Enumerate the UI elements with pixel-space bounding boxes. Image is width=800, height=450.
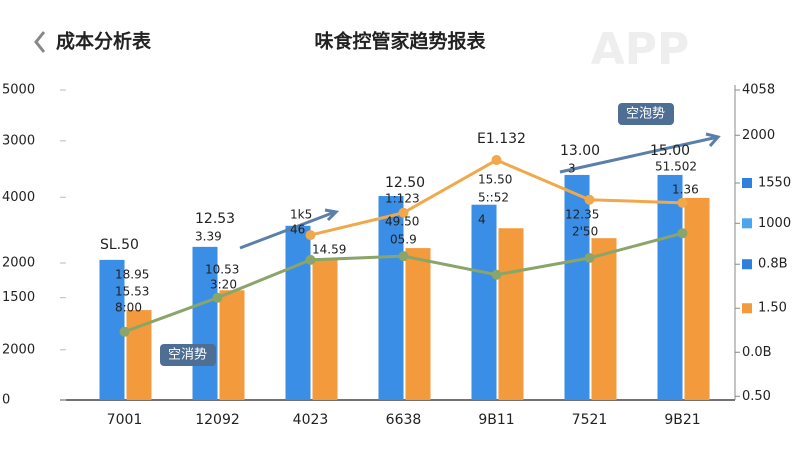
data-label: 12.53 [195,211,235,227]
arrow [559,132,721,174]
x-tick-label: 6638 [386,412,422,428]
y-tick-label: 2000 [2,255,35,270]
legend-swatch [742,303,752,314]
data-label: 15.50 [478,173,512,187]
x-tick-label: 7521 [572,412,608,428]
legend-swatch [742,259,752,270]
chart-title: 味食控管家趋势报表 [314,30,486,53]
y2-tick-label: 1000 [758,216,791,231]
y-tick-label: 2000 [2,342,35,357]
bar [192,246,218,400]
data-label: 15.53 [115,285,149,299]
back-icon[interactable] [34,31,46,53]
line [123,231,683,334]
tag [160,344,216,366]
bar [285,225,311,400]
bar [591,238,617,400]
y2-tick-label: 0.0B [742,345,772,360]
data-label: 15.00 [650,143,690,159]
data-label: 1:123 [385,192,420,206]
page-title: 成本分析表 [56,30,152,53]
data-label: 8:00 [115,301,142,315]
data-label: 12.50 [385,175,425,191]
data-label: 4 [478,213,486,227]
legend-swatch [742,178,752,188]
x-tick-label: 9B11 [478,412,514,428]
x-tick-label: 9B21 [664,412,700,428]
data-label: 5::52 [478,191,509,205]
y-tick-label: 4000 [2,190,35,205]
data-label: SL.50 [100,237,139,253]
x-tick-label: 12092 [195,412,240,428]
y2-tick-label: 1550 [758,176,791,191]
y2-tick-label: 2000 [742,128,775,143]
bar [312,258,338,400]
y-tick-label: 3000 [2,133,35,148]
watermark: APP [591,24,690,75]
y2-tick-label: 1.50 [758,301,787,316]
data-label: 46 [290,223,305,237]
data-label: 空泡势 [626,106,665,122]
bar [378,196,404,400]
x-tick-label: 4023 [293,412,329,428]
bar [471,204,497,400]
bar [657,174,683,400]
bar [405,248,431,400]
line [310,158,683,237]
tag [618,103,674,125]
data-label: 1.36 [672,183,699,197]
data-label: 3.39 [195,230,222,244]
y2-tick-label: 0.50 [742,389,771,404]
data-label: 51.502 [655,160,697,174]
bar [498,228,524,400]
data-label: 2'50 [572,225,598,239]
arrow [239,208,340,250]
data-label: 14.59 [312,243,346,257]
data-label: 49.50 [385,215,419,229]
bar [564,174,590,400]
data-label: 空消势 [168,347,207,363]
y-tick-label: 1500 [2,290,35,305]
bar [219,290,245,400]
bar [684,197,710,400]
data-label: 3 [568,162,576,176]
data-label: 3:20 [210,278,237,292]
y2-tick-label: 0.8B [758,257,788,272]
x-tick-label: 7001 [107,412,143,428]
y-tick-label: 5000 [2,83,35,98]
data-label: 1k5 [290,208,312,222]
legend-swatch [742,218,752,229]
data-label: 18.95 [115,268,149,282]
data-label: E1.132 [477,131,526,147]
data-label: 10.53 [205,263,239,277]
data-label: 05.9 [390,233,417,247]
data-label: 12.35 [565,208,599,222]
y-tick-label: 0 [2,393,10,408]
y2-tick-label: 4058 [742,83,775,98]
data-label: 13.00 [560,143,600,159]
